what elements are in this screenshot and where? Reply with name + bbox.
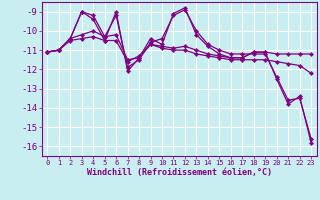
X-axis label: Windchill (Refroidissement éolien,°C): Windchill (Refroidissement éolien,°C) [87,168,272,177]
